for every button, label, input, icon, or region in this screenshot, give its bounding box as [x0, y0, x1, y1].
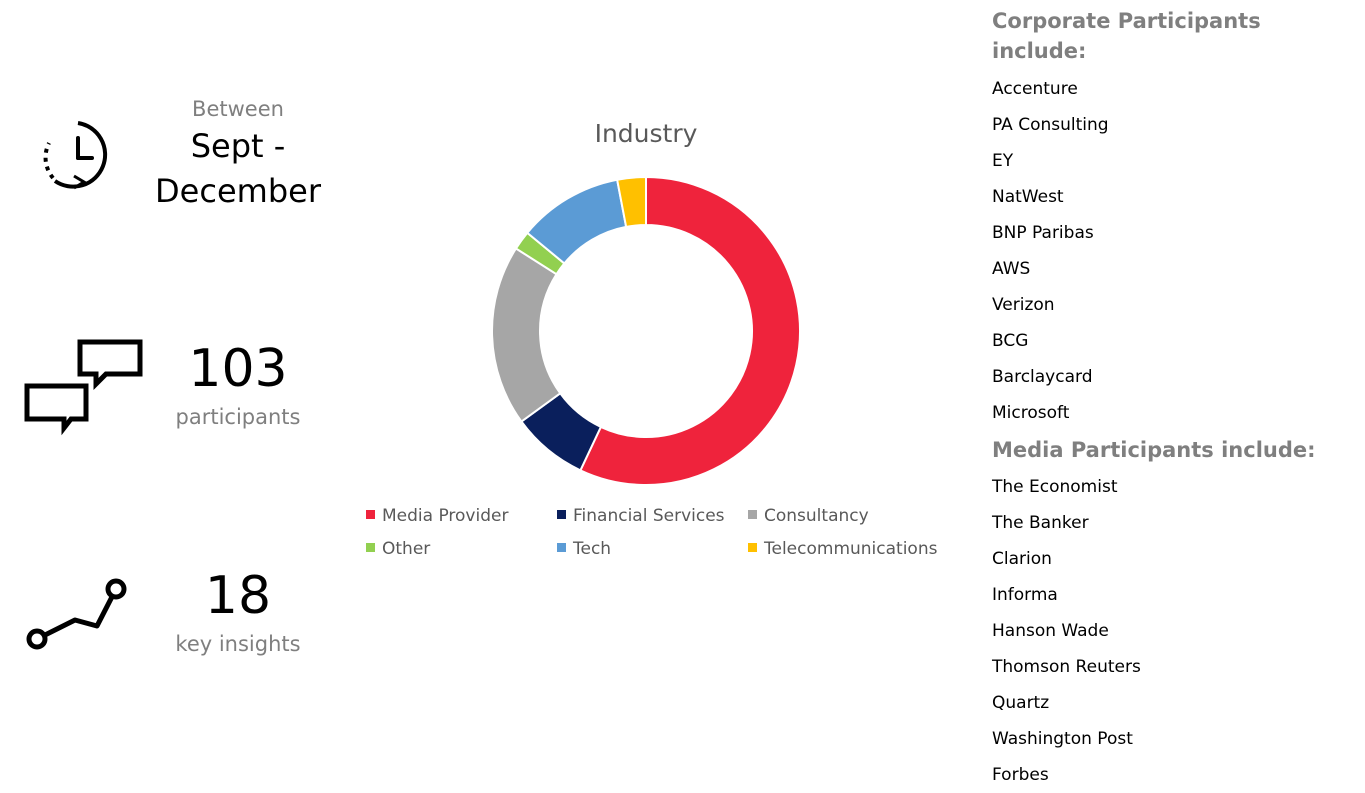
corporate-participant-item: EY [992, 151, 1014, 171]
timeframe-value-line2: December [155, 172, 321, 210]
trend-line-icon [26, 578, 127, 650]
legend-label: Telecommunications [763, 539, 938, 559]
corporate-participant-item: Microsoft [992, 403, 1070, 423]
legend-item: Financial Services [557, 506, 725, 526]
corporate-participant-item: Verizon [992, 295, 1055, 315]
legend-swatch [366, 543, 375, 552]
timeframe-value-line1: Sept - [190, 127, 286, 165]
insights-label: key insights [175, 632, 301, 656]
media-participant-item: Forbes [992, 765, 1049, 785]
participants-stat: 103 participants [148, 336, 328, 432]
media-participant-item: The Economist [992, 477, 1118, 497]
legend-label: Tech [572, 539, 611, 559]
chart-title: Industry [595, 119, 698, 148]
legend-swatch [748, 510, 757, 519]
legend-label: Media Provider [382, 506, 508, 526]
corporate-participant-item: NatWest [992, 187, 1064, 207]
legend-label: Financial Services [573, 506, 725, 526]
media-list: The Economist The Banker Clarion Informa Han… [992, 469, 1352, 793]
chat-bubbles-icon [24, 339, 143, 436]
participants-count: 103 [188, 339, 288, 399]
corporate-participant-item: BNP Paribas [992, 223, 1094, 243]
legend-swatch [748, 543, 757, 552]
legend-item: Consultancy [748, 506, 869, 526]
donut-slice-consultancy [491, 247, 562, 423]
corporate-participant-item: AWS [992, 259, 1031, 279]
clock-icon [43, 121, 108, 190]
insights-count: 18 [204, 566, 272, 626]
media-participant-item: Thomson Reuters [992, 657, 1141, 677]
corporate-participant-item: Accenture [992, 79, 1078, 99]
participants-label: participants [175, 405, 301, 429]
legend-swatch [366, 510, 375, 519]
legend-swatch [557, 543, 566, 552]
industry-donut-chart: Industry Media Provider Financial Services… [366, 119, 938, 559]
media-participant-item: Clarion [992, 549, 1052, 569]
media-participant-item: Hanson Wade [992, 621, 1109, 641]
corporate-participant-item: PA Consulting [992, 115, 1109, 135]
legend-label: Other [382, 539, 430, 559]
legend-item: Media Provider [366, 506, 508, 526]
insights-stat: 18 key insights [148, 563, 328, 659]
corporate-participant-item: Barclaycard [992, 367, 1093, 387]
media-participant-item: Informa [992, 585, 1058, 605]
donut-slice-media-provider [579, 175, 801, 486]
legend-item: Other [366, 539, 430, 559]
corporate-heading: Corporate Participants include: [992, 9, 1261, 63]
media-heading: Media Participants include: [992, 438, 1316, 462]
donut-slice-telecommunications [615, 175, 647, 229]
corporate-participant-item: BCG [992, 331, 1029, 351]
corporate-list: Accenture PA Consulting EY NatWest BNP Parib… [992, 71, 1352, 431]
legend-item: Telecommunications [748, 539, 938, 559]
legend-label: Consultancy [764, 506, 869, 526]
media-participant-item: Quartz [992, 693, 1050, 713]
legend-swatch [557, 510, 566, 519]
timeframe-stat: Between Sept - December [148, 94, 328, 214]
timeframe-label: Between [192, 97, 284, 121]
legend-item: Tech [557, 539, 611, 559]
participant-lists: Corporate Participants include: Accentur… [992, 6, 1352, 793]
media-participant-item: Washington Post [992, 729, 1133, 749]
media-participant-item: The Banker [992, 513, 1089, 533]
